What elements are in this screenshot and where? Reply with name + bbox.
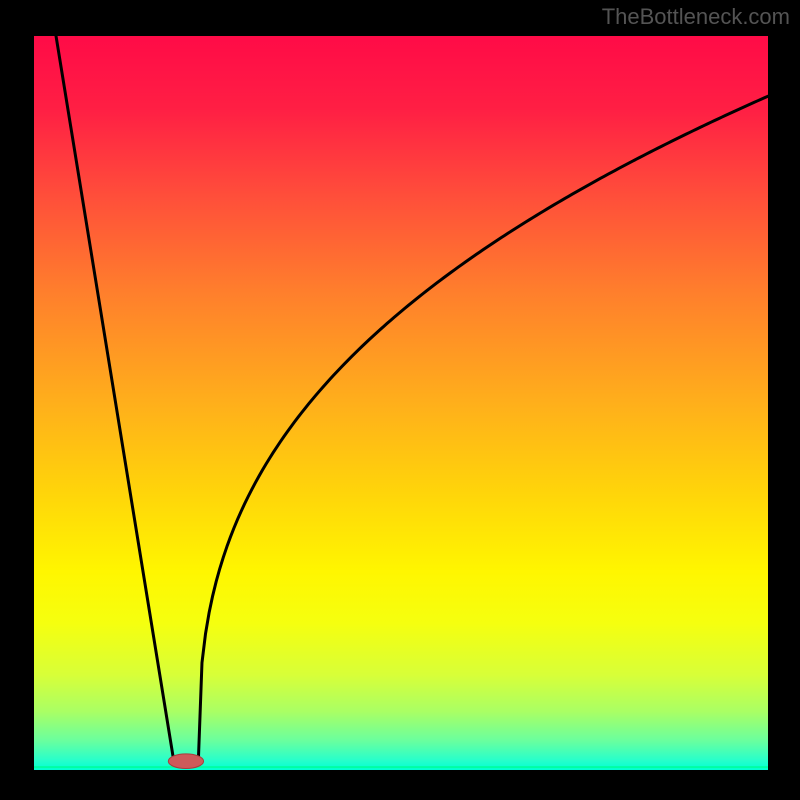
bottleneck-chart: [34, 36, 768, 770]
chart-svg: [34, 36, 768, 770]
watermark-label: TheBottleneck.com: [602, 4, 790, 30]
